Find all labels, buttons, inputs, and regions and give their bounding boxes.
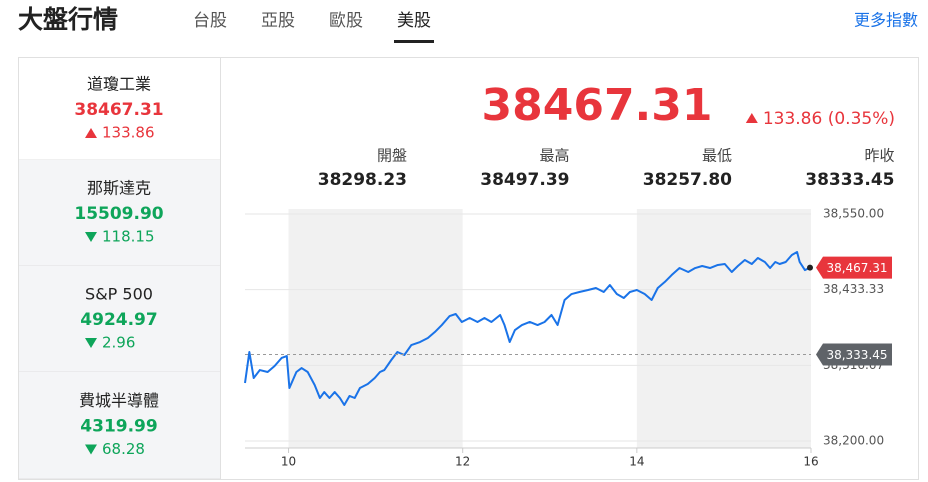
index-name: 那斯達克 — [87, 179, 151, 198]
x-tick-label: 10 — [281, 455, 296, 469]
price-tag-label: 38,467.31 — [826, 261, 887, 275]
title: 大盤行情 — [18, 5, 118, 34]
index-name: 費城半導體 — [79, 391, 159, 410]
x-tick-label: 16 — [803, 455, 818, 469]
y-tick-label: 38,433.33 — [823, 282, 884, 296]
tab[interactable]: 美股 — [397, 11, 431, 31]
index-change: 118.15 — [102, 228, 155, 246]
more-link[interactable]: 更多指數 — [854, 11, 918, 30]
index-price: 4924.97 — [80, 310, 157, 330]
last-point — [807, 264, 813, 271]
index-change: 2.96 — [102, 334, 135, 352]
stat-value: 38257.80 — [643, 170, 732, 190]
price-tag — [816, 256, 892, 279]
index-name: S&P 500 — [85, 285, 153, 304]
index-price: 15509.90 — [74, 204, 163, 224]
session-band — [288, 209, 463, 448]
index-item[interactable] — [19, 372, 220, 479]
price-tag-label: 38,333.45 — [826, 348, 887, 362]
stat-value: 38497.39 — [480, 170, 569, 190]
stat-label: 最高 — [539, 147, 569, 165]
index-price: 38467.31 — [74, 100, 163, 120]
tab[interactable]: 歐股 — [329, 11, 363, 31]
index-change: 68.28 — [102, 440, 145, 458]
price-tag — [816, 343, 892, 366]
x-tick-label: 14 — [629, 455, 644, 469]
session-band — [636, 209, 811, 448]
index-item[interactable] — [19, 58, 220, 160]
quote-change: 133.86 (0.35%) — [763, 109, 895, 129]
price-line — [244, 251, 811, 407]
y-tick-label: 38,550.00 — [823, 207, 884, 221]
stat-label: 開盤 — [377, 147, 407, 165]
tab[interactable]: 亞股 — [261, 11, 295, 31]
change-arrow — [85, 128, 97, 138]
stat-label: 昨收 — [864, 147, 894, 165]
index-change: 133.86 — [102, 124, 155, 142]
tab[interactable]: 台股 — [193, 11, 227, 31]
change-arrow — [85, 444, 97, 455]
y-tick-label: 38,200.00 — [823, 434, 884, 448]
tab-underline — [394, 40, 434, 43]
stat-label: 最低 — [702, 147, 732, 165]
index-name: 道瓊工業 — [87, 75, 151, 94]
quote-price: 38467.31 — [481, 80, 712, 131]
index-item[interactable] — [19, 266, 220, 372]
x-tick-label: 12 — [455, 455, 470, 469]
quote-arrow — [745, 113, 758, 123]
stat-value: 38333.45 — [805, 170, 894, 190]
index-item[interactable] — [19, 160, 220, 266]
change-arrow — [85, 338, 97, 348]
index-price: 4319.99 — [80, 417, 157, 437]
change-arrow — [85, 232, 97, 242]
stat-value: 38298.23 — [318, 170, 407, 190]
